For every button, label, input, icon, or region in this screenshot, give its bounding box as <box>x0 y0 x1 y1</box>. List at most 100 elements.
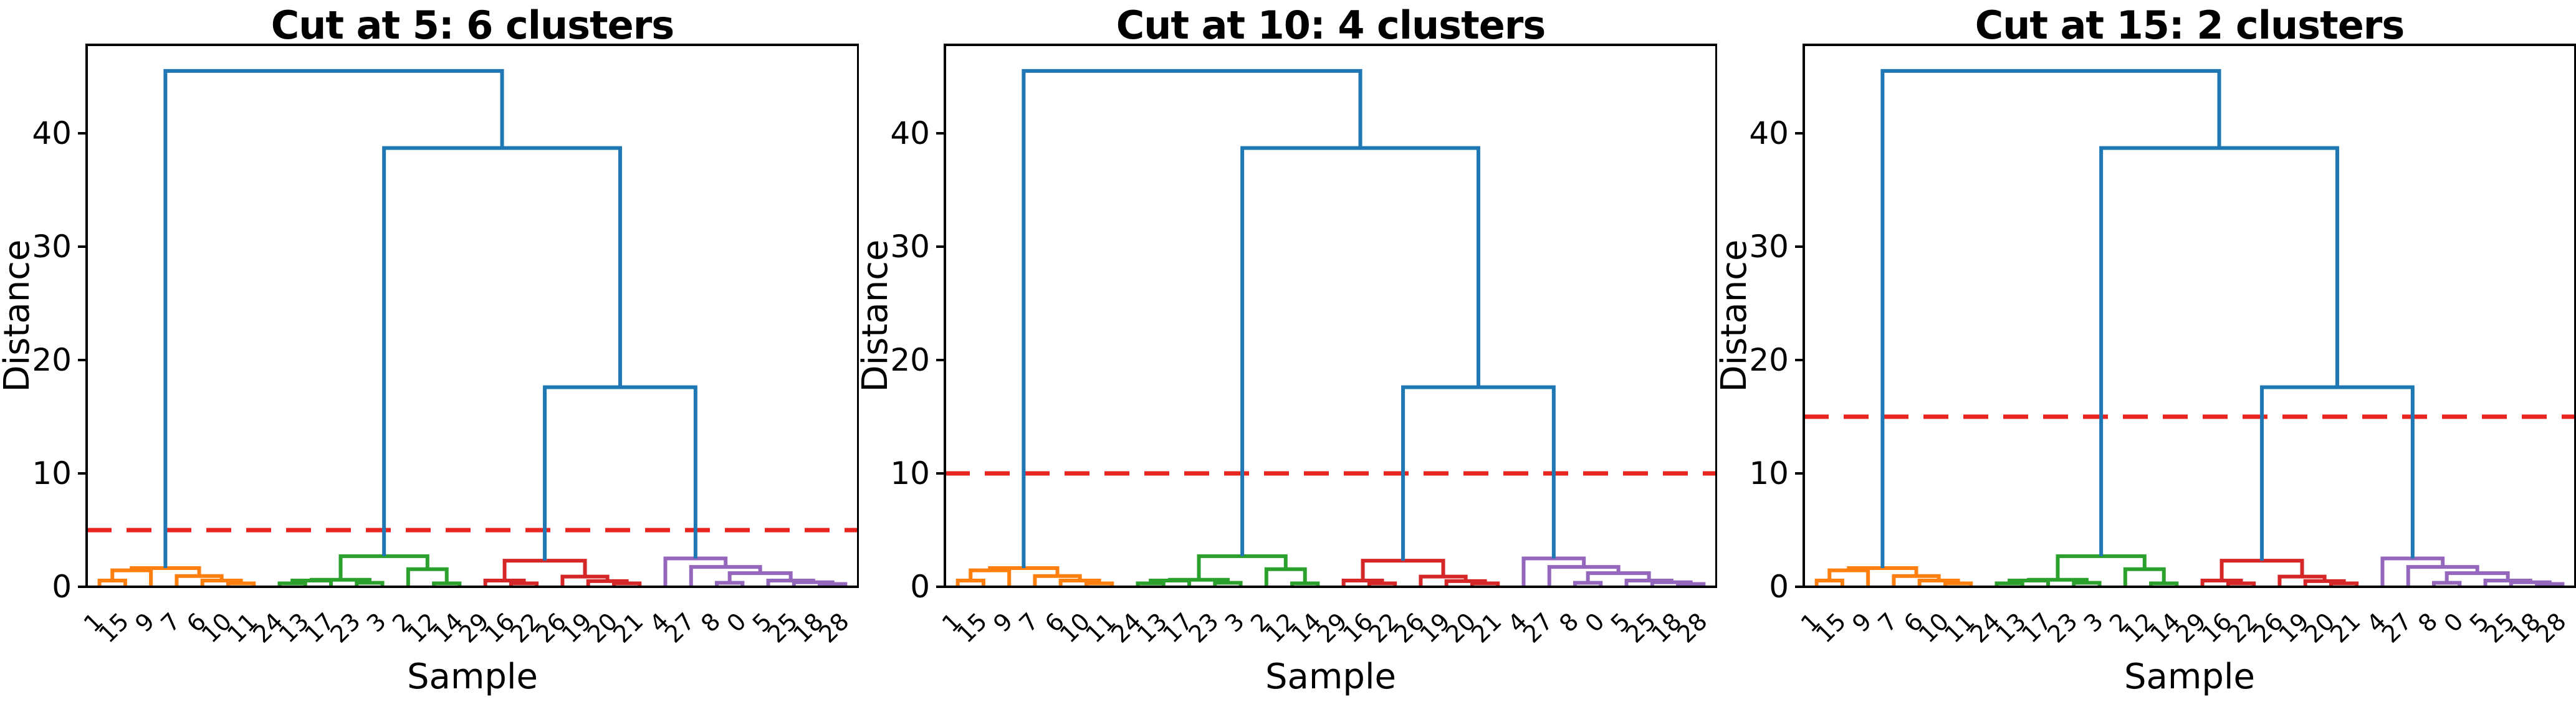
x-leaf-label: 3 <box>1220 607 1250 637</box>
x-leaf-label: 23 <box>1183 607 1223 648</box>
dendrogram-link <box>290 578 333 587</box>
dendrogram-link <box>2535 582 2565 587</box>
dendrogram-link <box>1264 567 1307 587</box>
x-leaf-label: 27 <box>1518 607 1558 648</box>
x-axis-label: Sample <box>407 657 538 697</box>
panel-title: Cut at 10: 4 clusters <box>1116 2 1546 48</box>
x-leaf-label: 15 <box>952 607 992 648</box>
y-tick-label: 40 <box>890 115 930 151</box>
dendrogram-link <box>200 578 243 587</box>
dendrogram-plot: 0102030401159761011241317233212142916222… <box>1749 44 2576 648</box>
dendrogram-link <box>1367 581 1397 587</box>
dendrogram-link <box>1994 581 2024 587</box>
dendrogram-link <box>2056 554 2147 580</box>
axes-spines <box>85 44 859 588</box>
dendrogram-link <box>1624 578 1673 587</box>
axes-spines <box>1803 44 2576 588</box>
x-leaf-label: 9 <box>130 607 160 637</box>
dendrogram-link <box>1814 578 1844 587</box>
dendrogram-link <box>2432 581 2462 587</box>
y-tick-label: 0 <box>52 569 72 605</box>
y-tick-label: 10 <box>32 455 72 491</box>
y-tick-label: 10 <box>890 455 930 491</box>
dendrogram-link <box>97 578 127 587</box>
dendrogram-link <box>1213 581 1243 587</box>
x-leaf-label: 28 <box>813 607 854 648</box>
dendrogram-link <box>1547 565 1621 587</box>
dendrogram-link <box>2483 578 2532 587</box>
dendrogram-link <box>1058 578 1101 587</box>
y-tick-label: 20 <box>890 342 930 378</box>
x-axis-label: Sample <box>1265 657 1396 697</box>
dendrogram-link <box>355 581 385 587</box>
dendrogram-link <box>988 566 1060 576</box>
dendrogram-link <box>382 146 622 556</box>
x-leaf-label: 28 <box>1672 607 1712 648</box>
axes-spines <box>944 44 1717 588</box>
dendrogram-link <box>1676 582 1706 587</box>
x-leaf-label: 28 <box>2531 607 2571 648</box>
dendrogram-link <box>1573 581 1603 587</box>
dendrogram-link <box>1827 568 1870 587</box>
dendrogram-link <box>2008 578 2051 587</box>
y-tick-label: 20 <box>1749 342 1789 378</box>
y-tick-label: 0 <box>910 569 930 605</box>
dendrogram-link <box>1470 581 1500 587</box>
dendrogram-link <box>1084 581 1114 587</box>
y-tick-label: 0 <box>1769 569 1789 605</box>
dendrogram-panel-cut-10: Cut at 10: 4 clusters 0 10 20 30 40 1 15 9 7 6 10 1… <box>855 0 1717 707</box>
dendrogram-link <box>715 581 745 587</box>
dendrogram-link <box>1136 581 1166 587</box>
x-leaf-label: 23 <box>2042 607 2082 648</box>
x-leaf-label: 15 <box>1811 607 1851 648</box>
dendrogram-link <box>2329 581 2359 587</box>
dendrogram-link <box>1149 578 1192 587</box>
x-leaf-label: 8 <box>1554 607 1584 637</box>
x-leaf-label: 23 <box>325 607 365 648</box>
dendrogram-link <box>406 567 449 587</box>
dendrogram-link <box>1917 578 1960 587</box>
x-leaf-label: 15 <box>93 607 134 648</box>
y-tick-label: 10 <box>1749 455 1789 491</box>
dendrogram-link <box>226 581 256 587</box>
dendrogram-link <box>1521 556 1586 587</box>
x-leaf-label: 21 <box>2325 607 2365 648</box>
dendrogram-link <box>110 568 153 587</box>
x-leaf-label: 9 <box>988 607 1018 637</box>
x-leaf-label: 27 <box>659 607 700 648</box>
dendrogram-link <box>1341 578 1384 587</box>
x-leaf-label: 8 <box>2413 607 2443 637</box>
dendrogram-link <box>611 581 642 587</box>
y-tick-label: 20 <box>32 342 72 378</box>
x-leaf-label: 0 <box>2438 607 2468 637</box>
x-leaf-label: 7 <box>1014 607 1044 637</box>
dendrogram-link <box>1290 581 1320 587</box>
x-leaf-label: 3 <box>2079 607 2109 637</box>
dendrogram-link <box>163 69 504 568</box>
dendrogram-link <box>1240 146 1480 556</box>
y-tick-label: 30 <box>32 229 72 265</box>
dendrogram-link <box>663 556 728 587</box>
dendrogram-link <box>586 579 629 587</box>
dendrogram-link <box>2260 385 2415 561</box>
panel-title: Cut at 5: 6 clusters <box>271 2 674 48</box>
dendrogram-link <box>2380 556 2445 587</box>
dendrogram-link <box>955 578 985 587</box>
x-leaf-label: 8 <box>696 607 725 637</box>
dendrogram-link <box>1197 554 1288 580</box>
dendrogram-link <box>2303 579 2346 587</box>
dendrogram-plot: 0102030401159761011241317233212142916222… <box>32 44 859 648</box>
y-tick-label: 30 <box>890 229 930 265</box>
dendrogram-link <box>2149 581 2179 587</box>
x-leaf-label: 3 <box>362 607 391 637</box>
y-tick-label: 40 <box>1749 115 1789 151</box>
y-tick-label: 40 <box>32 115 72 151</box>
dendrogram-link <box>2099 146 2339 556</box>
dendrogram-link <box>130 566 201 576</box>
dendrogram-panel-cut-15: Cut at 15: 2 clusters 0 10 20 30 40 1 15 9 7 6 10 1… <box>1714 0 2576 707</box>
dendrogram-plot: 0102030401159761011241317233212142916222… <box>890 44 1717 648</box>
dendrogram-link <box>1444 579 1487 587</box>
dendrogram-link <box>338 554 429 580</box>
panel-title: Cut at 15: 2 clusters <box>1975 2 2405 48</box>
